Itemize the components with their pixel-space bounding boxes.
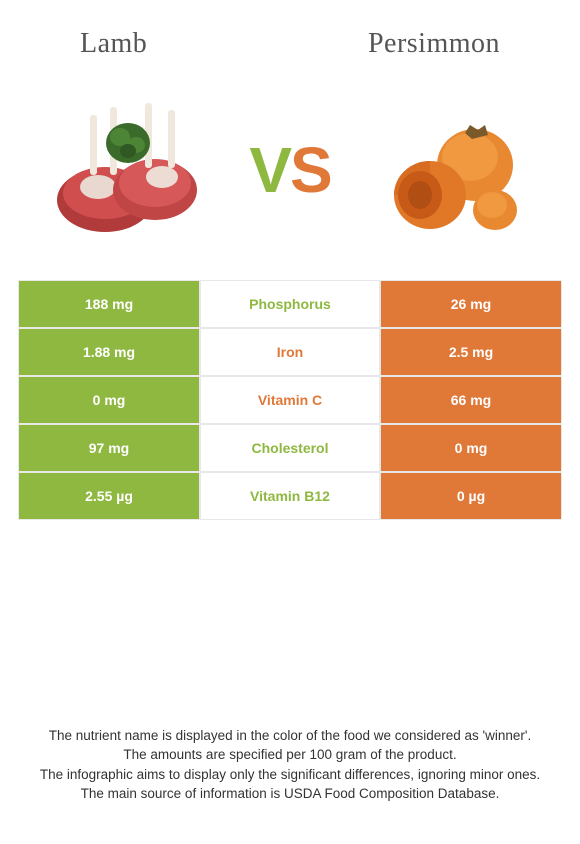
cell-right: 66 mg: [380, 376, 562, 424]
title-left: Lamb: [80, 28, 147, 60]
footer: The nutrient name is displayed in the co…: [0, 726, 580, 804]
vs-v: V: [249, 134, 290, 206]
cell-left: 2.55 µg: [18, 472, 200, 520]
cell-nutrient: Cholesterol: [200, 424, 380, 472]
cell-left: 1.88 mg: [18, 328, 200, 376]
cell-right: 0 mg: [380, 424, 562, 472]
nutrient-table: 188 mg Phosphorus 26 mg 1.88 mg Iron 2.5…: [18, 280, 562, 520]
cell-nutrient: Iron: [200, 328, 380, 376]
cell-nutrient: Vitamin C: [200, 376, 380, 424]
cell-nutrient: Vitamin B12: [200, 472, 380, 520]
vs-label: VS: [249, 133, 330, 207]
persimmon-image: [370, 90, 530, 250]
cell-left: 188 mg: [18, 280, 200, 328]
table-row: 2.55 µg Vitamin B12 0 µg: [18, 472, 562, 520]
table-row: 97 mg Cholesterol 0 mg: [18, 424, 562, 472]
table-row: 188 mg Phosphorus 26 mg: [18, 280, 562, 328]
footer-line: The infographic aims to display only the…: [28, 765, 552, 785]
cell-nutrient: Phosphorus: [200, 280, 380, 328]
vs-s: S: [290, 134, 331, 206]
cell-left: 0 mg: [18, 376, 200, 424]
cell-right: 2.5 mg: [380, 328, 562, 376]
cell-left: 97 mg: [18, 424, 200, 472]
footer-line: The nutrient name is displayed in the co…: [28, 726, 552, 746]
table-row: 0 mg Vitamin C 66 mg: [18, 376, 562, 424]
table-row: 1.88 mg Iron 2.5 mg: [18, 328, 562, 376]
cell-right: 0 µg: [380, 472, 562, 520]
title-right: Persimmon: [368, 28, 500, 60]
footer-line: The main source of information is USDA F…: [28, 784, 552, 804]
cell-right: 26 mg: [380, 280, 562, 328]
footer-line: The amounts are specified per 100 gram o…: [28, 745, 552, 765]
lamb-image: [50, 90, 210, 250]
header: Lamb Persimmon: [0, 0, 580, 70]
images-row: VS: [0, 70, 580, 280]
